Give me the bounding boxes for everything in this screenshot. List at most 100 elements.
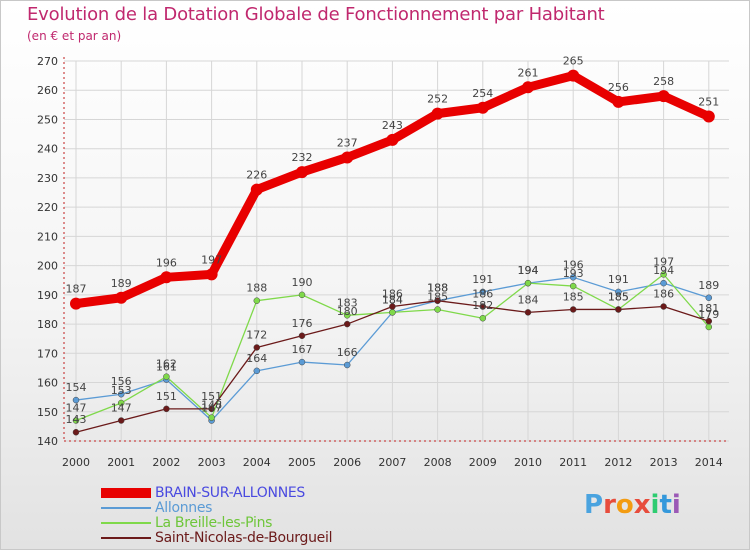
data-point: [115, 291, 128, 304]
data-point: [615, 288, 622, 296]
y-tick-label: 200: [37, 260, 58, 273]
data-label: 147: [201, 402, 222, 415]
data-label: 186: [653, 288, 674, 301]
data-label: 183: [337, 296, 358, 309]
data-label: 189: [111, 277, 132, 290]
data-point: [389, 309, 396, 316]
data-label: 167: [292, 343, 313, 356]
data-label: 254: [472, 87, 493, 100]
data-label: 252: [427, 93, 448, 106]
data-label: 147: [111, 402, 132, 415]
x-tick-label: 2004: [243, 456, 271, 469]
data-label: 189: [698, 279, 719, 292]
data-label: 197: [653, 255, 674, 268]
data-label: 193: [563, 267, 584, 280]
y-tick-label: 140: [37, 435, 58, 448]
y-tick-label: 160: [37, 377, 58, 390]
y-tick-label: 170: [37, 347, 58, 360]
data-point: [70, 297, 82, 310]
data-label: 237: [337, 136, 358, 149]
x-tick-label: 2014: [695, 456, 723, 469]
data-point: [705, 317, 713, 325]
data-point: [479, 314, 487, 322]
data-point: [208, 405, 215, 413]
data-point: [434, 297, 441, 304]
data-label: 190: [292, 276, 313, 289]
y-tick-label: 150: [37, 406, 58, 419]
x-tick-label: 2000: [62, 456, 90, 469]
y-tick-label: 220: [37, 201, 58, 214]
data-point: [205, 268, 218, 281]
y-tick-label: 240: [37, 143, 58, 156]
data-label: 194: [518, 264, 539, 277]
data-point: [298, 358, 306, 366]
data-point: [705, 323, 713, 331]
data-point: [253, 344, 261, 351]
data-point: [524, 309, 532, 316]
data-point: [569, 274, 577, 281]
data-point: [386, 133, 399, 146]
data-label: 179: [698, 308, 719, 321]
data-point: [479, 303, 487, 310]
data-label: 232: [292, 151, 313, 164]
data-label: 172: [246, 328, 267, 341]
data-label: 185: [427, 290, 448, 303]
data-label: 191: [608, 273, 629, 286]
legend-swatch: [101, 537, 151, 539]
data-label: 161: [156, 361, 177, 374]
data-point: [163, 405, 170, 413]
y-tick-label: 260: [37, 84, 58, 97]
data-point: [117, 390, 125, 398]
legend-label: La Breille-les-Pins: [155, 515, 273, 531]
data-label: 187: [66, 283, 87, 296]
x-tick-label: 2013: [650, 456, 678, 469]
data-label: 153: [111, 384, 132, 397]
data-point: [343, 320, 351, 328]
proxiti-logo: Proxiti: [584, 490, 681, 520]
data-label: 184: [382, 293, 403, 306]
logo-letter: i: [650, 490, 660, 520]
data-point: [522, 81, 534, 94]
data-label: 151: [201, 390, 222, 403]
data-label: 186: [472, 288, 493, 301]
data-label: 265: [563, 55, 584, 68]
x-tick-label: 2002: [152, 456, 180, 469]
chart-title: Evolution de la Dotation Globale de Fonc…: [27, 4, 605, 25]
data-point: [341, 151, 354, 164]
data-point: [660, 303, 667, 310]
data-label: 196: [156, 256, 177, 269]
data-point: [298, 291, 306, 299]
data-label: 148: [201, 399, 222, 412]
y-tick-label: 230: [37, 172, 58, 185]
x-tick-label: 2003: [198, 456, 226, 469]
data-label: 147: [66, 402, 87, 415]
legend-swatch: [101, 507, 151, 509]
x-tick-label: 2001: [107, 456, 135, 469]
y-tick-label: 250: [37, 113, 58, 126]
data-point: [160, 271, 173, 284]
data-point: [569, 282, 577, 290]
data-label: 194: [653, 264, 674, 277]
data-label: 143: [66, 413, 87, 426]
legend-swatch: [101, 488, 151, 498]
data-point: [479, 288, 487, 296]
data-point: [117, 417, 125, 424]
data-label: 226: [246, 169, 267, 182]
data-label: 162: [156, 358, 177, 371]
data-label: 243: [382, 119, 403, 132]
logo-letter: P: [584, 490, 604, 520]
data-point: [72, 417, 80, 424]
data-label: 151: [156, 390, 177, 403]
data-point: [705, 294, 713, 302]
data-point: [612, 95, 625, 108]
data-point: [476, 101, 489, 114]
data-point: [431, 107, 444, 120]
data-point: [72, 428, 80, 436]
data-label: 164: [246, 352, 267, 365]
data-label: 194: [518, 264, 539, 277]
legend-swatch: [101, 522, 151, 524]
data-point: [163, 373, 170, 380]
data-point: [343, 361, 351, 369]
